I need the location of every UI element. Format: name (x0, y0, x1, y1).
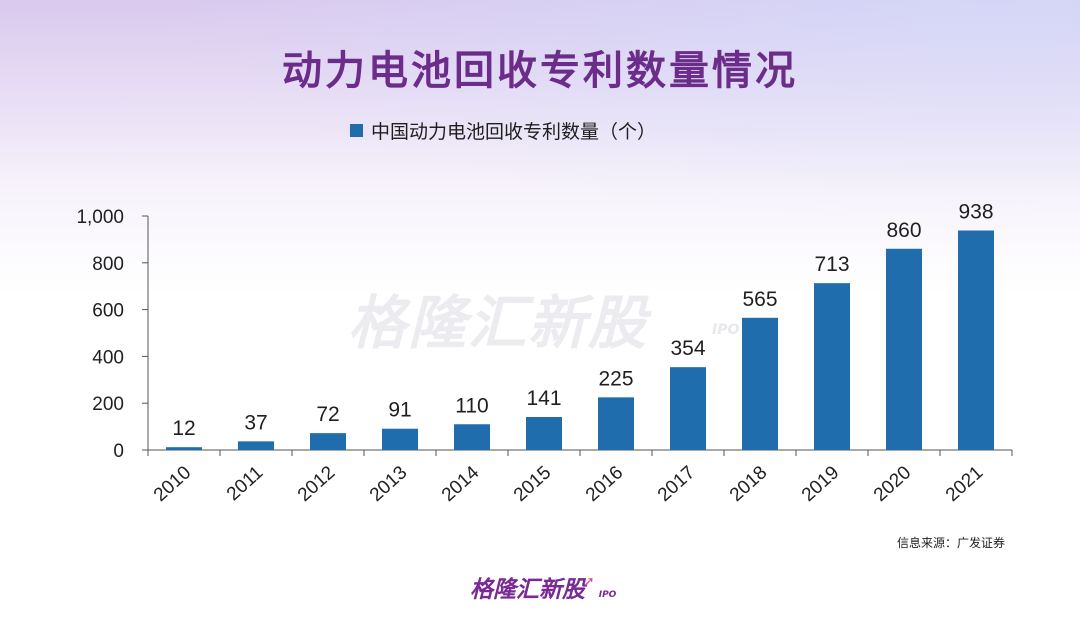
data-label: 12 (172, 417, 195, 440)
data-label: 72 (316, 403, 339, 426)
y-tick-label: 1,000 (76, 207, 124, 228)
x-tick-label: 2017 (654, 462, 699, 506)
x-tick-label: 2021 (942, 462, 987, 506)
source-note: 信息来源：广发证券 (896, 536, 1005, 550)
data-label: 37 (244, 411, 267, 434)
bar (526, 417, 562, 450)
x-tick-label: 2019 (798, 462, 843, 506)
x-tick-label: 2011 (223, 462, 267, 505)
y-tick-label: 400 (92, 347, 124, 368)
data-label: 110 (455, 394, 488, 417)
bar (670, 367, 706, 450)
brand-name: 格隆汇新股 (470, 577, 585, 603)
bar (886, 248, 922, 450)
x-tick-label: 2013 (366, 462, 411, 506)
x-tick-label: 2010 (150, 462, 195, 506)
chart-legend: 中国动力电池回收专利数量（个） (350, 117, 656, 143)
bar (382, 428, 418, 450)
bar (238, 441, 274, 450)
legend-label: 中国动力电池回收专利数量（个） (371, 120, 657, 143)
data-label: 141 (526, 387, 561, 410)
data-label: 565 (742, 288, 777, 311)
brand-logo: 格隆汇新股 ➚ IPO (470, 570, 616, 604)
y-tick-label: 200 (92, 394, 124, 415)
y-tick-label: 800 (92, 254, 124, 275)
x-tick-label: 2015 (510, 462, 555, 506)
legend-swatch (350, 123, 363, 137)
watermark-sub-text: IPO (712, 322, 740, 338)
bar (742, 317, 778, 450)
watermark-text: 格隆汇新股 (348, 289, 649, 357)
x-tick-label: 2020 (870, 462, 915, 506)
bar (310, 433, 346, 450)
data-label: 91 (388, 399, 411, 422)
data-label: 225 (598, 367, 633, 390)
data-label: 713 (814, 253, 849, 276)
brand-sub: IPO (598, 590, 617, 600)
trend-arrow-icon: ➚ (583, 574, 595, 590)
bar (166, 447, 202, 450)
data-label: 938 (958, 201, 993, 224)
page-title: 动力电池回收专利数量情况 (282, 48, 798, 94)
x-tick-label: 2018 (726, 462, 771, 506)
x-tick-label: 2012 (294, 462, 339, 506)
data-label: 860 (886, 219, 921, 242)
bar (454, 424, 490, 450)
data-label: 354 (670, 337, 705, 360)
bar (598, 397, 634, 450)
x-tick-label: 2016 (582, 462, 627, 506)
y-tick-label: 0 (113, 441, 124, 462)
x-tick-label: 2014 (438, 462, 484, 506)
bar (814, 283, 850, 450)
bar (958, 230, 994, 450)
y-tick-label: 600 (92, 301, 124, 322)
